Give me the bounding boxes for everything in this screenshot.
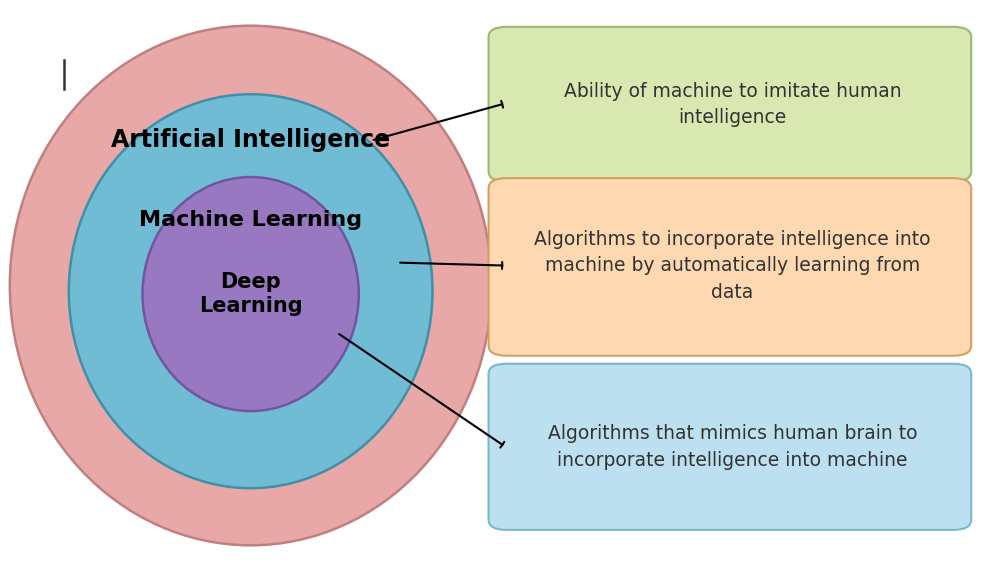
Text: Deep
Learning: Deep Learning [199,272,303,316]
Text: Algorithms that mimics human brain to
incorporate intelligence into machine: Algorithms that mimics human brain to in… [548,424,917,470]
Ellipse shape [10,26,492,545]
Text: Artificial Intelligence: Artificial Intelligence [111,128,390,152]
Text: Algorithms to incorporate intelligence into
machine by automatically learning fr: Algorithms to incorporate intelligence i… [534,230,931,301]
FancyBboxPatch shape [489,364,971,530]
FancyBboxPatch shape [489,27,971,182]
Ellipse shape [143,177,359,411]
Ellipse shape [69,94,433,488]
Text: Ability of machine to imitate human
intelligence: Ability of machine to imitate human inte… [563,82,901,127]
FancyBboxPatch shape [489,178,971,356]
Text: Machine Learning: Machine Learning [140,210,362,230]
